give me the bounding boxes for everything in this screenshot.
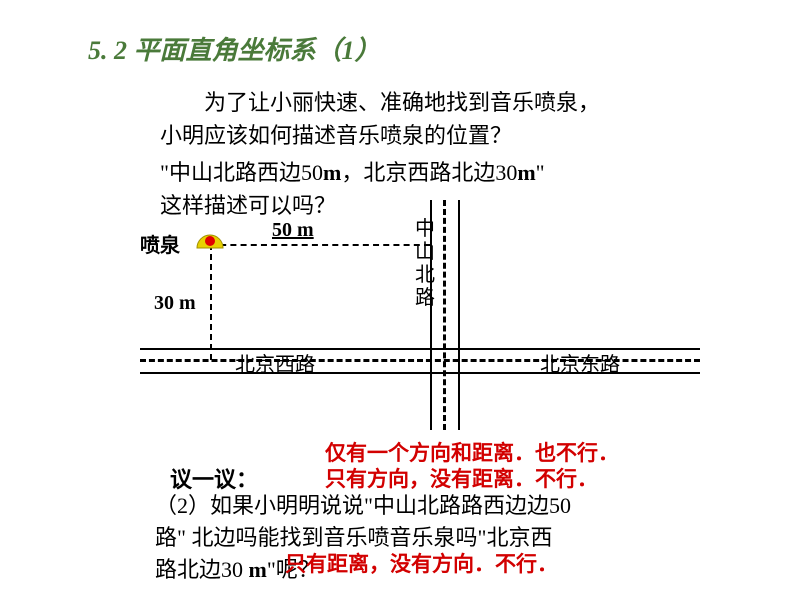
coordinate-diagram: 喷泉 50 m 30 m 中山北路 北京西路 北京东路 [140,200,700,430]
unit-m: m [323,160,341,185]
road-vertical-center [443,200,446,430]
unit-m: m [249,557,267,582]
d50-num: 50 [272,219,297,241]
p1-line2: 小明应该如何描述音乐喷泉的位置？ [160,123,512,148]
distance-dash-horizontal [210,244,430,246]
p1-line1: 为了让小丽快速、准确地找到音乐喷泉， [204,90,600,115]
distance-dash-vertical [210,244,212,360]
ov-seg1: （2）如果小明明说说"中山北路路西边边50 [155,493,571,518]
fountain-icon [195,228,225,250]
answer-red-3: 只有距离，没有方向．不行． [285,548,558,578]
unit-m: m [297,219,314,241]
d30-num: 30 [154,292,179,314]
p2-seg1: "中山北路西边50 [160,160,323,185]
distance-50m-label: 50 m [272,219,314,242]
ov-seg3: 路北边30 [155,557,249,582]
road-vertical-right [458,200,461,430]
section-title: 5. 2 平面直角坐标系（1） [88,30,381,67]
ov-seg2: 路" 北边吗能找到音乐喷音乐泉吗"北京西 [155,525,552,550]
unit-m: m [179,292,196,314]
fountain-label: 喷泉 [140,229,180,258]
road-east-label: 北京东路 [540,348,620,377]
road-west-label: 北京西路 [235,348,315,377]
p2-seg2: ，北京西路北边30 [341,160,517,185]
road-ns-label: 中山北路 [415,218,437,310]
intro-paragraph: 为了让小丽快速、准确地找到音乐喷泉， 小明应该如何描述音乐喷泉的位置？ [160,86,660,152]
answer-red-2: 只有方向，没有距离．不行． [325,463,598,493]
unit-m: m [517,160,535,185]
p2-seg3: " [536,160,545,185]
distance-30m-label: 30 m [154,292,196,315]
